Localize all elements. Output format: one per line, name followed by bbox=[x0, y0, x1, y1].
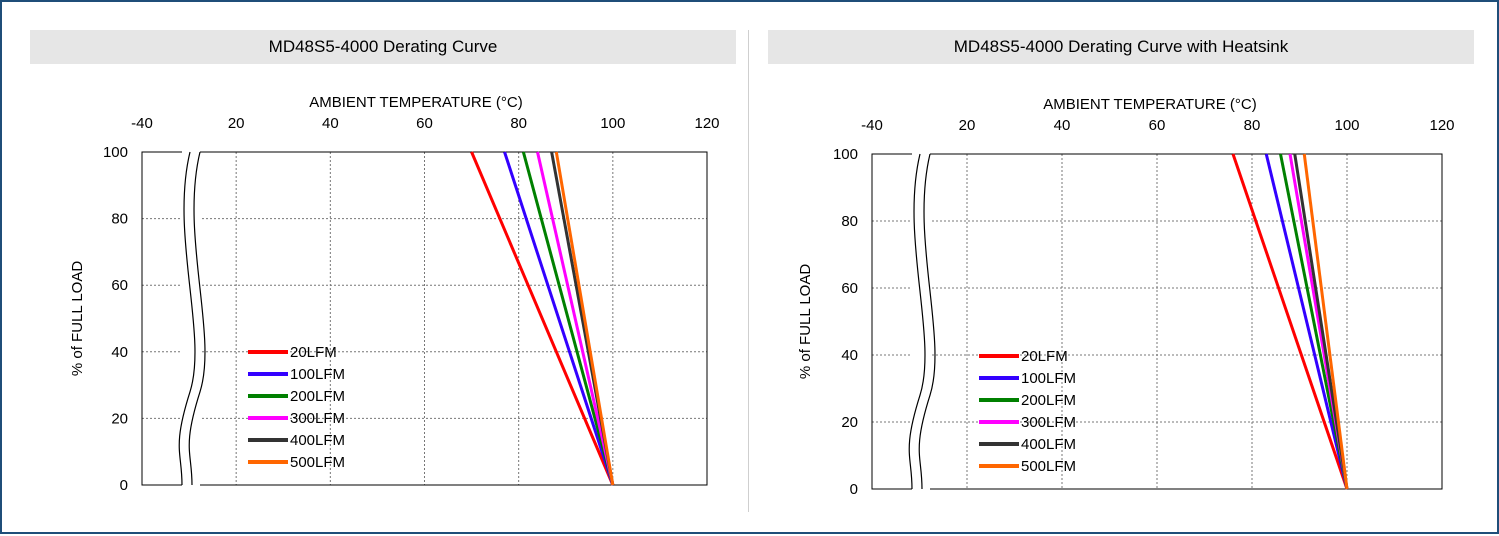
series-line-100lfm bbox=[503, 151, 615, 486]
series-line-20lfm bbox=[470, 151, 615, 486]
y-tick-label: 60 bbox=[111, 277, 128, 294]
derating-chart-left: -40 20 40 60 80 100 120 0 20 40 60 80 100 AMBIENT TEM… bbox=[69, 94, 720, 494]
legend-label-400lfm: 400LFM bbox=[290, 432, 345, 449]
x-tick-label: 40 bbox=[1054, 117, 1071, 134]
axis-break-line-right bbox=[918, 153, 936, 490]
series-line-200lfm bbox=[521, 151, 615, 486]
series-line-500lfm bbox=[1302, 153, 1349, 490]
y-tick-label: 20 bbox=[111, 410, 128, 427]
y-tick-label: 100 bbox=[833, 146, 858, 163]
y-axis-label: % of FULL LOAD bbox=[69, 261, 86, 376]
x-tick-label: 80 bbox=[510, 115, 527, 132]
x-tick-label: 100 bbox=[600, 115, 625, 132]
y-tick-label: 100 bbox=[103, 144, 128, 161]
series-line-400lfm bbox=[1293, 153, 1349, 490]
y-tick-label: 40 bbox=[841, 347, 858, 364]
series-line-200lfm bbox=[1279, 153, 1349, 490]
legend-label-500lfm: 500LFM bbox=[1021, 458, 1076, 475]
x-tick-label: 60 bbox=[1149, 117, 1166, 134]
y-tick-label: 80 bbox=[111, 211, 128, 228]
y-tick-label: 20 bbox=[841, 414, 858, 431]
series-line-100lfm bbox=[1264, 153, 1349, 490]
x-tick-label: 60 bbox=[416, 115, 433, 132]
series-line-20lfm bbox=[1231, 153, 1349, 490]
series-line-300lfm bbox=[536, 151, 615, 486]
chart-title-left: MD48S5-4000 Derating Curve bbox=[30, 30, 736, 64]
grid-lines bbox=[872, 154, 1442, 489]
x-tick-label: 120 bbox=[694, 115, 719, 132]
x-tick-label: 80 bbox=[1244, 117, 1261, 134]
x-axis-label: AMBIENT TEMPERATURE (°C) bbox=[309, 94, 523, 111]
axis-break bbox=[178, 150, 206, 487]
x-tick-label: 40 bbox=[322, 115, 339, 132]
grid-lines bbox=[142, 152, 707, 485]
plot-area bbox=[871, 153, 1443, 490]
axis-break-line-left bbox=[908, 153, 926, 490]
y-tick-label: 0 bbox=[120, 477, 128, 494]
y-axis-label: % of FULL LOAD bbox=[797, 264, 814, 379]
plot-area bbox=[141, 151, 708, 486]
x-tick-label: 100 bbox=[1334, 117, 1359, 134]
x-tick-label: -40 bbox=[131, 115, 153, 132]
legend-label-200lfm: 200LFM bbox=[1021, 392, 1076, 409]
axis-break-line-right bbox=[188, 151, 206, 486]
y-tick-label: 80 bbox=[841, 213, 858, 230]
axis-break-line-left bbox=[178, 151, 196, 486]
chart-title-right: MD48S5-4000 Derating Curve with Heatsink bbox=[768, 30, 1474, 64]
series-line-500lfm bbox=[554, 151, 615, 486]
legend-label-400lfm: 400LFM bbox=[1021, 436, 1076, 453]
legend-label-100lfm: 100LFM bbox=[290, 366, 345, 383]
y-tick-label: 60 bbox=[841, 280, 858, 297]
legend-label-300lfm: 300LFM bbox=[290, 410, 345, 427]
x-tick-label: -40 bbox=[861, 117, 883, 134]
x-tick-label: 120 bbox=[1429, 117, 1454, 134]
legend: 20LFM 100LFM 200LFM 300LFM 400LFM 500LFM bbox=[979, 348, 1076, 475]
axis-break bbox=[908, 152, 936, 491]
y-tick-label: 0 bbox=[850, 481, 858, 498]
x-axis-label: AMBIENT TEMPERATURE (°C) bbox=[1043, 96, 1257, 113]
panel-divider bbox=[748, 30, 749, 512]
x-tick-label: 20 bbox=[959, 117, 976, 134]
legend-label-300lfm: 300LFM bbox=[1021, 414, 1076, 431]
legend-label-500lfm: 500LFM bbox=[290, 454, 345, 471]
legend-label-20lfm: 20LFM bbox=[290, 344, 337, 361]
x-tick-label: 20 bbox=[228, 115, 245, 132]
legend: 20LFM 100LFM 200LFM 300LFM 400LFM 500LFM bbox=[248, 344, 345, 471]
legend-label-200lfm: 200LFM bbox=[290, 388, 345, 405]
y-tick-label: 40 bbox=[111, 344, 128, 361]
legend-label-100lfm: 100LFM bbox=[1021, 370, 1076, 387]
legend-label-20lfm: 20LFM bbox=[1021, 348, 1068, 365]
